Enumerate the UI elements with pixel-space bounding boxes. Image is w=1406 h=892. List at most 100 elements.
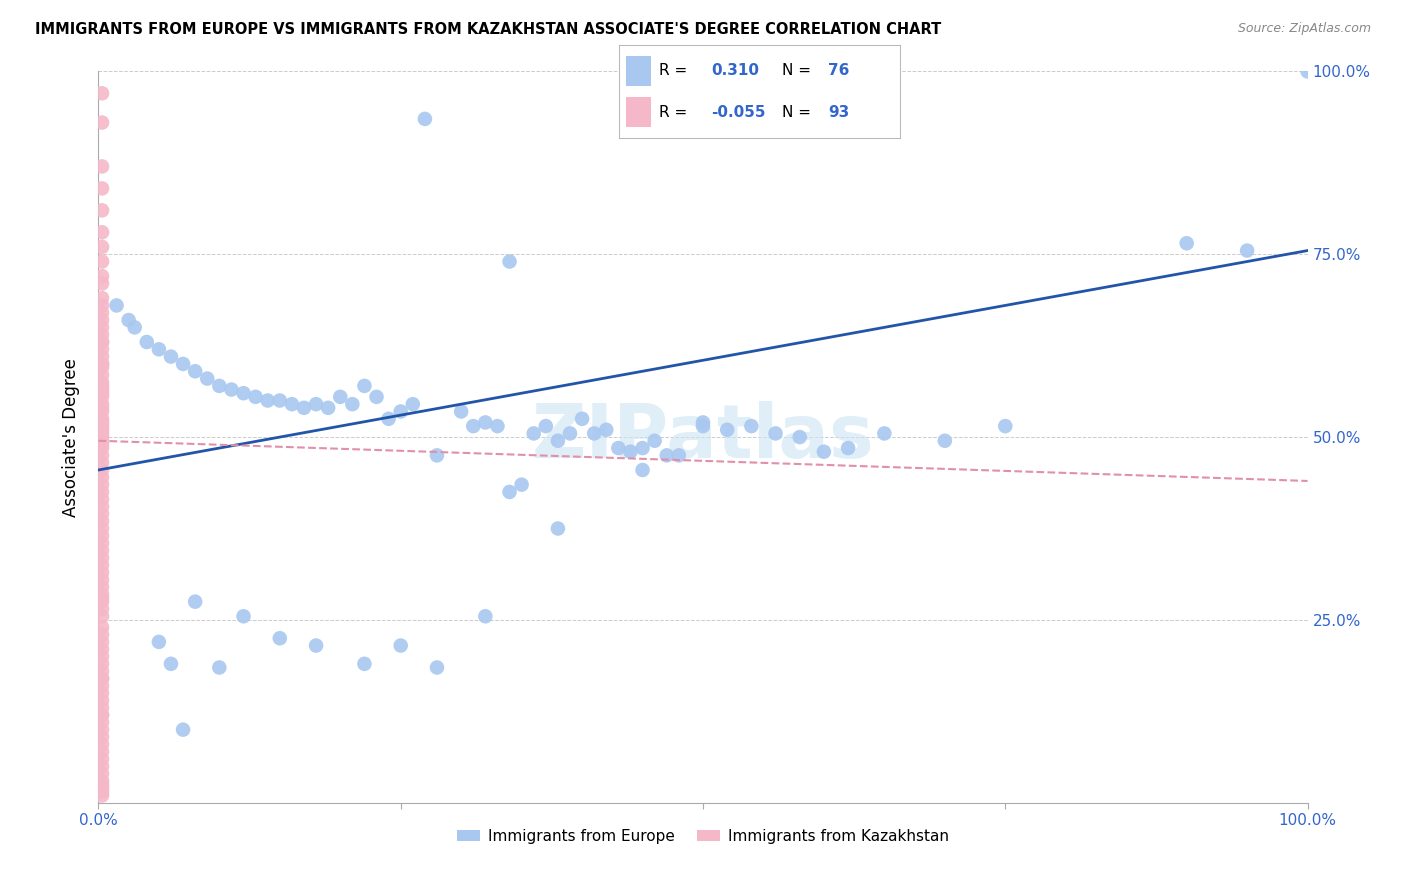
Point bbox=[91, 730, 114, 744]
Point bbox=[184, 594, 207, 608]
Point bbox=[353, 379, 375, 393]
Point bbox=[91, 437, 114, 451]
Point bbox=[91, 360, 114, 375]
Point bbox=[426, 448, 449, 462]
Point bbox=[91, 789, 114, 803]
Point bbox=[813, 444, 835, 458]
Point bbox=[91, 419, 114, 434]
Point bbox=[256, 393, 278, 408]
Point bbox=[91, 254, 114, 268]
Point bbox=[269, 393, 291, 408]
Point bbox=[91, 115, 114, 129]
Point bbox=[91, 700, 114, 714]
Point bbox=[91, 390, 114, 404]
Point bbox=[91, 521, 114, 535]
Point bbox=[91, 368, 114, 382]
Point bbox=[91, 492, 114, 507]
Text: N =: N = bbox=[782, 104, 815, 120]
Point bbox=[91, 426, 114, 441]
Point bbox=[91, 500, 114, 514]
Point bbox=[316, 401, 339, 415]
Point bbox=[91, 627, 114, 641]
Point bbox=[534, 419, 557, 434]
Point bbox=[91, 737, 114, 751]
Point bbox=[172, 357, 194, 371]
Point bbox=[221, 383, 243, 397]
Point bbox=[91, 240, 114, 254]
Point bbox=[498, 254, 520, 268]
Point bbox=[91, 514, 114, 528]
Point bbox=[523, 426, 546, 441]
Point bbox=[135, 334, 157, 349]
Point bbox=[91, 591, 114, 605]
Point bbox=[195, 371, 218, 385]
Point bbox=[91, 558, 114, 573]
Point bbox=[91, 642, 114, 657]
Point bbox=[426, 660, 449, 674]
Text: 0.310: 0.310 bbox=[711, 63, 759, 78]
Point bbox=[873, 426, 896, 441]
Point bbox=[474, 609, 496, 624]
Text: Source: ZipAtlas.com: Source: ZipAtlas.com bbox=[1237, 22, 1371, 36]
Point bbox=[91, 441, 114, 455]
Point bbox=[91, 664, 114, 678]
Point bbox=[994, 419, 1017, 434]
Point bbox=[91, 708, 114, 723]
Point bbox=[91, 672, 114, 686]
Point bbox=[91, 715, 114, 730]
Point bbox=[91, 773, 114, 788]
Point bbox=[91, 587, 114, 601]
Point bbox=[91, 550, 114, 565]
Point bbox=[1296, 64, 1319, 78]
Point bbox=[91, 470, 114, 484]
Point bbox=[668, 448, 690, 462]
Point bbox=[619, 444, 641, 458]
Point bbox=[91, 529, 114, 543]
Bar bbox=[626, 56, 651, 86]
Point bbox=[91, 160, 114, 174]
Point bbox=[91, 745, 114, 759]
Text: -0.055: -0.055 bbox=[711, 104, 766, 120]
Text: R =: R = bbox=[659, 63, 693, 78]
Point bbox=[91, 620, 114, 634]
Point bbox=[91, 602, 114, 616]
Point bbox=[91, 430, 114, 444]
Point bbox=[91, 291, 114, 305]
Point bbox=[644, 434, 666, 448]
Point bbox=[91, 350, 114, 364]
Point bbox=[91, 327, 114, 342]
Point bbox=[91, 434, 114, 448]
Point bbox=[91, 277, 114, 291]
Point bbox=[91, 594, 114, 608]
Point bbox=[91, 778, 114, 792]
Point bbox=[329, 390, 352, 404]
Text: R =: R = bbox=[659, 104, 693, 120]
Point bbox=[91, 580, 114, 594]
Point bbox=[91, 543, 114, 558]
Point bbox=[91, 181, 114, 195]
Text: ZIPatlas: ZIPatlas bbox=[531, 401, 875, 474]
Point bbox=[631, 441, 654, 455]
Point bbox=[486, 419, 509, 434]
Point bbox=[91, 306, 114, 320]
Point bbox=[91, 477, 114, 491]
Point bbox=[91, 766, 114, 780]
Point bbox=[281, 397, 304, 411]
Point bbox=[91, 781, 114, 796]
Point bbox=[91, 759, 114, 773]
Point bbox=[91, 609, 114, 624]
Point bbox=[160, 657, 183, 671]
Y-axis label: Associate's Degree: Associate's Degree bbox=[62, 358, 80, 516]
Point bbox=[292, 401, 315, 415]
Point bbox=[91, 708, 114, 723]
Point bbox=[389, 404, 412, 418]
Point bbox=[789, 430, 811, 444]
Point bbox=[91, 507, 114, 521]
Point bbox=[232, 609, 254, 624]
Point bbox=[91, 657, 114, 671]
Text: N =: N = bbox=[782, 63, 815, 78]
Point bbox=[91, 448, 114, 462]
Point bbox=[91, 785, 114, 799]
Point bbox=[91, 485, 114, 500]
Point bbox=[124, 320, 146, 334]
